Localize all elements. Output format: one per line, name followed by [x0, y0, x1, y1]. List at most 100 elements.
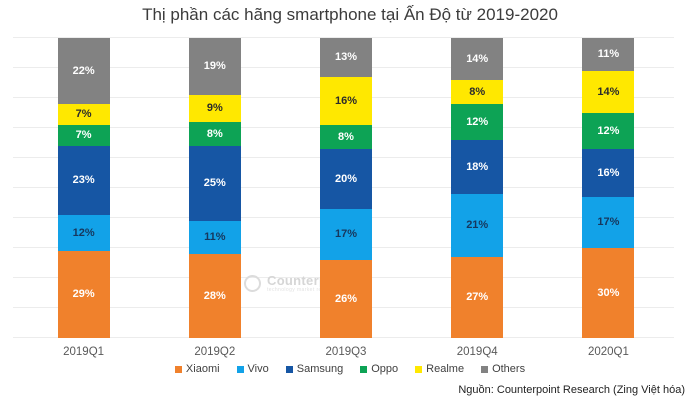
segment-samsung-2019Q4: 18%: [451, 140, 504, 194]
legend-label-xiaomi: Xiaomi: [185, 363, 220, 375]
x-axis-label-2019Q1: 2019Q1: [63, 346, 105, 358]
segment-samsung-2020Q1: 16%: [582, 149, 635, 197]
segment-vivo-2019Q2: 11%: [188, 221, 241, 254]
segment-vivo-2019Q1: 12%: [57, 215, 110, 251]
segment-realme-2019Q4: 8%: [451, 80, 504, 104]
segment-realme-2019Q3: 16%: [320, 77, 372, 125]
segment-value-label: 8%: [469, 85, 486, 98]
legend-label-samsung: Samsung: [296, 363, 344, 375]
segment-vivo-2019Q4: 21%: [451, 194, 504, 257]
legend-item-oppo: Oppo: [360, 363, 398, 375]
segment-value-label: 26%: [334, 292, 358, 305]
segment-value-label: 9%: [206, 102, 223, 114]
legend-swatch-others: [481, 365, 489, 373]
segment-value-label: 12%: [72, 226, 95, 239]
plot-area: Counterpoint technology market research …: [13, 37, 674, 338]
segment-value-label: 22%: [72, 64, 95, 77]
segment-value-label: 13%: [334, 51, 358, 63]
segment-value-label: 12%: [597, 124, 620, 137]
legend-item-xiaomi: Xiaomi: [174, 363, 220, 375]
stacked-bar-2019Q3: 13% 16% 8% 20% 17% 26%: [320, 38, 372, 338]
segment-vivo-2019Q3: 17%: [320, 209, 372, 260]
segment-oppo-2020Q1: 12%: [582, 113, 635, 149]
segment-value-label: 30%: [597, 286, 620, 299]
bars-container: 22% 7% 7% 23% 12% 29% 19% 9% 8% 25% 11% 28% 13% 16% 8%…: [18, 38, 674, 338]
segment-samsung-2019Q3: 20%: [320, 149, 372, 209]
segment-value-label: 16%: [334, 94, 358, 107]
segment-oppo-2019Q4: 12%: [451, 104, 504, 140]
stacked-bar-2019Q4: 14% 8% 12% 18% 21% 27%: [451, 38, 504, 338]
segment-samsung-2019Q1: 23%: [57, 146, 110, 215]
stacked-bar-2019Q2: 19% 9% 8% 25% 11% 28%: [188, 38, 241, 338]
segment-xiaomi-2019Q1: 29%: [57, 251, 110, 338]
legend: Xiaomi Vivo Samsung Oppo Realme Others: [0, 363, 700, 375]
segment-realme-2019Q2: 9%: [188, 95, 241, 122]
legend-label-vivo: Vivo: [247, 363, 269, 375]
segment-value-label: 11%: [597, 48, 620, 60]
segment-xiaomi-2019Q3: 26%: [320, 260, 372, 338]
bar-slot-2019Q2: 19% 9% 8% 25% 11% 28%: [149, 38, 280, 338]
stacked-bar-2020Q1: 11% 14% 12% 16% 17% 30%: [582, 38, 635, 338]
segment-realme-2019Q1: 7%: [57, 104, 110, 125]
segment-value-label: 20%: [334, 172, 358, 185]
x-axis-label-2019Q2: 2019Q2: [194, 346, 236, 358]
legend-swatch-samsung: [285, 365, 293, 373]
segment-others-2019Q4: 14%: [451, 38, 504, 80]
segment-others-2019Q3: 13%: [320, 38, 372, 77]
segment-others-2019Q2: 19%: [188, 38, 241, 95]
segment-value-label: 7%: [75, 108, 92, 120]
legend-label-realme: Realme: [426, 363, 465, 375]
stacked-bar-2019Q1: 22% 7% 7% 23% 12% 29%: [57, 38, 110, 338]
x-axis-label-2019Q3: 2019Q3: [325, 346, 367, 358]
x-axis-label-2020Q1: 2020Q1: [587, 346, 629, 358]
legend-item-samsung: Samsung: [285, 363, 344, 375]
legend-item-others: Others: [481, 363, 525, 375]
segment-value-label: 23%: [72, 174, 95, 186]
bar-slot-2019Q1: 22% 7% 7% 23% 12% 29%: [18, 38, 149, 338]
bar-slot-2019Q3: 13% 16% 8% 20% 17% 26%: [280, 38, 411, 338]
legend-item-realme: Realme: [415, 363, 464, 375]
legend-label-others: Others: [492, 363, 526, 375]
segment-value-label: 12%: [466, 115, 489, 128]
segment-value-label: 14%: [466, 52, 489, 65]
bar-slot-2019Q4: 14% 8% 12% 18% 21% 27%: [412, 38, 543, 338]
segment-value-label: 16%: [597, 166, 620, 179]
segment-others-2020Q1: 11%: [582, 38, 635, 71]
segment-value-label: 14%: [597, 85, 620, 98]
segment-vivo-2020Q1: 17%: [582, 197, 635, 248]
bar-slot-2020Q1: 11% 14% 12% 16% 17% 30%: [543, 38, 674, 338]
source-note: Nguồn: Counterpoint Research (Zing Việt …: [458, 384, 685, 396]
segment-xiaomi-2019Q4: 27%: [451, 257, 504, 338]
watermark-tagline: technology market research: [267, 286, 340, 293]
segment-value-label: 11%: [204, 231, 226, 243]
segment-value-label: 19%: [203, 60, 226, 72]
segment-realme-2020Q1: 14%: [582, 71, 635, 113]
segment-value-label: 17%: [597, 216, 620, 228]
x-axis-label-2019Q4: 2019Q4: [456, 346, 498, 358]
segment-value-label: 8%: [206, 127, 223, 140]
segment-value-label: 27%: [466, 291, 489, 303]
segment-value-label: 7%: [75, 129, 92, 141]
segment-xiaomi-2019Q2: 28%: [188, 254, 241, 338]
segment-value-label: 28%: [203, 289, 226, 302]
segment-value-label: 18%: [466, 160, 489, 173]
chart-title: Thị phần các hãng smartphone tại Ấn Độ t…: [142, 5, 558, 24]
legend-swatch-vivo: [236, 365, 244, 373]
segment-value-label: 29%: [72, 288, 95, 300]
segment-value-label: 17%: [334, 228, 358, 240]
segment-samsung-2019Q2: 25%: [188, 146, 241, 221]
gridline-100: [13, 37, 674, 38]
legend-swatch-oppo: [360, 365, 368, 373]
x-axis-labels: 2019Q1 2019Q2 2019Q3 2019Q4 2020Q1: [18, 346, 674, 358]
segment-others-2019Q1: 22%: [57, 38, 110, 104]
legend-item-vivo: Vivo: [236, 363, 269, 375]
segment-xiaomi-2020Q1: 30%: [582, 248, 635, 338]
legend-label-oppo: Oppo: [371, 363, 399, 375]
segment-value-label: 8%: [338, 130, 354, 143]
segment-oppo-2019Q3: 8%: [320, 125, 372, 149]
segment-oppo-2019Q1: 7%: [57, 125, 110, 146]
legend-swatch-xiaomi: [174, 365, 182, 373]
segment-value-label: 25%: [203, 177, 226, 189]
segment-oppo-2019Q2: 8%: [188, 122, 241, 146]
